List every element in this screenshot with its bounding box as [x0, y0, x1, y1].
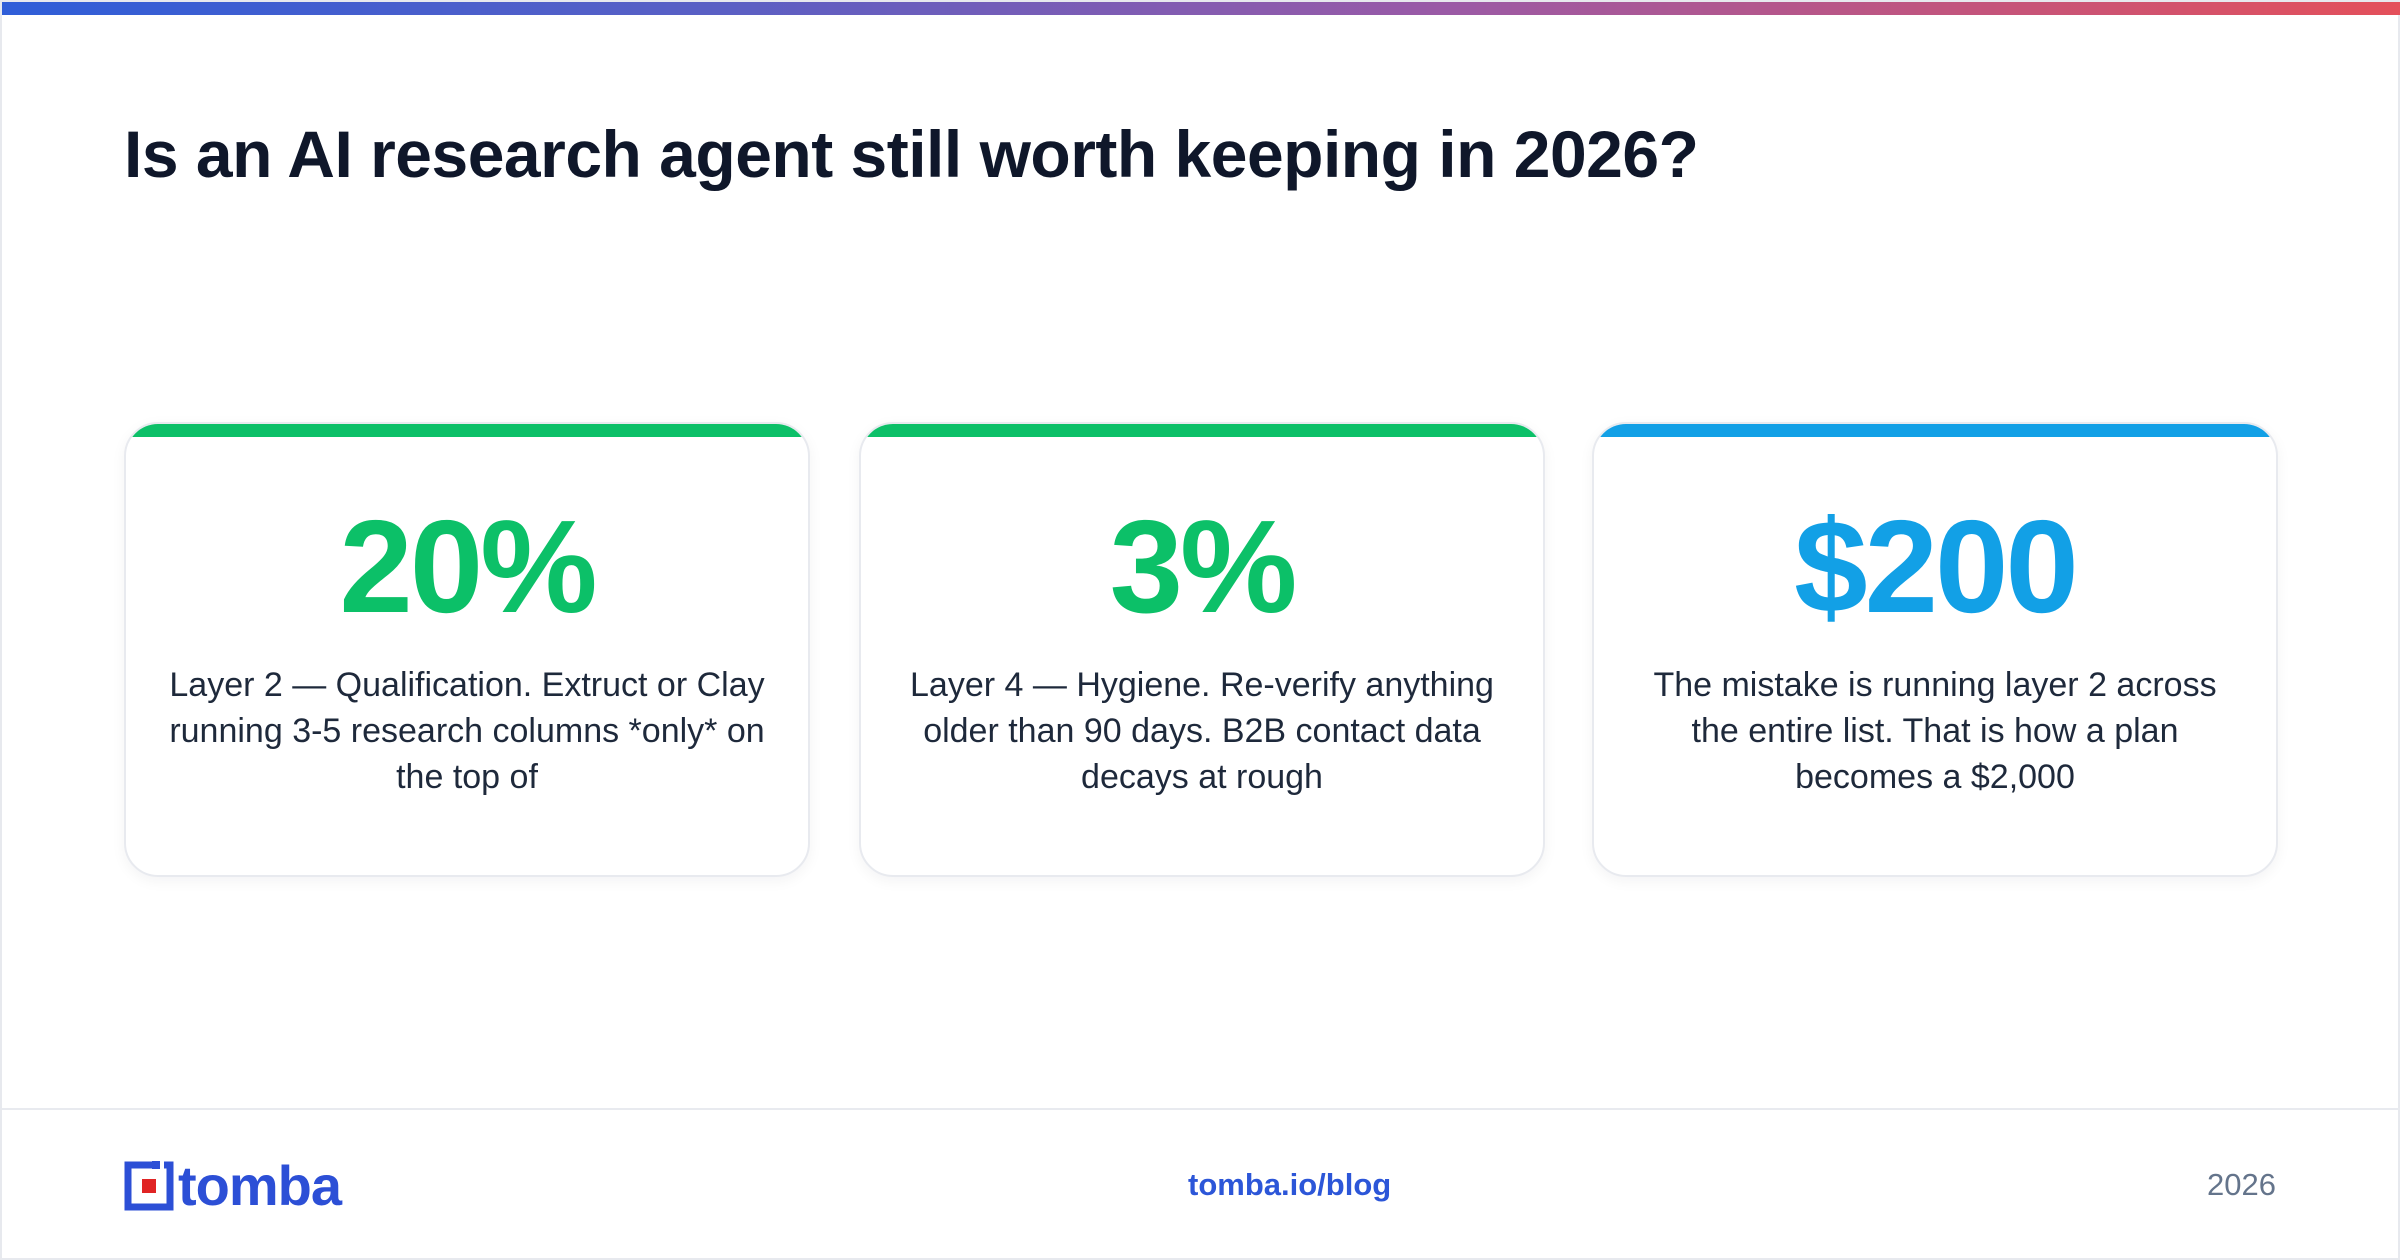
card-accent-bar	[1594, 424, 2276, 437]
top-gradient-bar	[2, 2, 2400, 15]
stat-card-2: 3% Layer 4 — Hygiene. Re-verify anything…	[859, 422, 1545, 877]
card-description: Layer 4 — Hygiene. Re-verify anything ol…	[910, 666, 1494, 796]
card-accent-bar	[861, 424, 1543, 437]
stat-card-1: 20% Layer 2 — Qualification. Extruct or …	[124, 422, 810, 877]
tomba-logo-text: tomba	[178, 1154, 342, 1217]
card-accent-bar	[126, 424, 808, 437]
stat-cards: 20% Layer 2 — Qualification. Extruct or …	[124, 422, 2280, 877]
stat-card-3: $200 The mistake is running layer 2 acro…	[1592, 422, 2278, 877]
card-stat-value: 20%	[339, 493, 597, 640]
page-title: Is an AI research agent still worth keep…	[124, 117, 1699, 191]
card-description: Layer 2 — Qualification. Extruct or Clay…	[169, 666, 765, 796]
card-description: The mistake is running layer 2 across th…	[1653, 666, 2217, 796]
footer-year: 2026	[2207, 1167, 2276, 1202]
card-stat-value: $200	[1794, 493, 2079, 640]
tomba-logo[interactable]: tomba	[124, 1154, 342, 1217]
blog-link[interactable]: tomba.io/blog	[1188, 1167, 1392, 1202]
card-stat-value: 3%	[1109, 493, 1298, 640]
tomba-logo-mark-icon	[124, 1161, 174, 1211]
footer-divider	[2, 1108, 2400, 1110]
